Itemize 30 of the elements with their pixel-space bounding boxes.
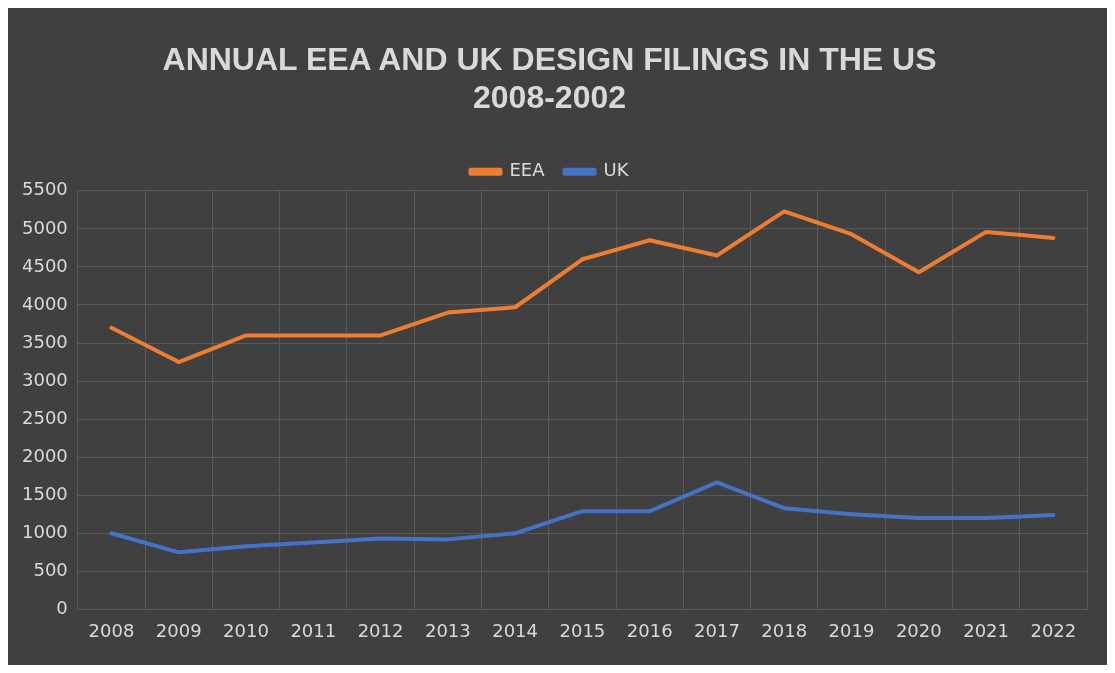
x-tick-label: 2012 xyxy=(357,619,404,641)
y-tick-label: 0 xyxy=(56,597,68,619)
x-tick-label: 2014 xyxy=(492,619,539,641)
y-tick-label: 1500 xyxy=(22,482,68,504)
y-tick-label: 500 xyxy=(33,559,68,581)
y-tick-label: 2000 xyxy=(22,444,68,466)
x-tick-label: 2009 xyxy=(155,619,202,641)
y-tick-label: 1000 xyxy=(22,520,68,542)
y-tick-label: 4500 xyxy=(22,254,68,276)
x-tick-label: 2016 xyxy=(626,619,673,641)
y-tick-label: 5500 xyxy=(22,178,68,200)
legend-label: EEA xyxy=(509,159,546,181)
y-tick-label: 4000 xyxy=(22,292,68,314)
y-tick-label: 3000 xyxy=(22,368,68,390)
y-tick-label: 5000 xyxy=(22,216,68,238)
x-tick-label: 2022 xyxy=(1030,619,1077,641)
x-tick-label: 2018 xyxy=(761,619,808,641)
x-tick-label: 2008 xyxy=(88,619,135,641)
x-tick-label: 2021 xyxy=(963,619,1009,641)
x-tick-label: 2013 xyxy=(424,619,471,641)
y-tick-label: 2500 xyxy=(22,406,68,428)
chart-title: ANNUAL EEA AND UK DESIGN FILINGS IN THE US 2008-2002 xyxy=(162,41,937,116)
x-tick-label: 2019 xyxy=(828,619,875,641)
x-tick-label: 2015 xyxy=(559,619,606,641)
y-tick-label: 3500 xyxy=(22,330,68,352)
x-tick-label: 2011 xyxy=(290,619,337,641)
x-tick-label: 2017 xyxy=(694,619,740,641)
legend-label: UK xyxy=(603,159,630,181)
x-tick-label: 2010 xyxy=(223,619,269,641)
x-tick-label: 2020 xyxy=(895,619,942,641)
